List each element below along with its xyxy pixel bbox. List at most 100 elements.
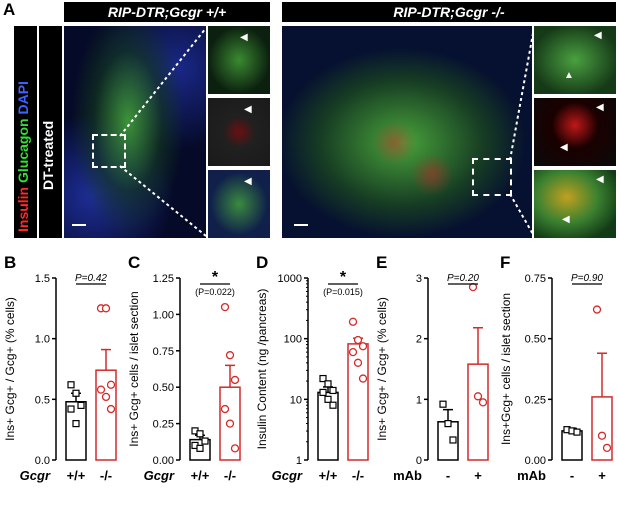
x-category-label: -/- bbox=[352, 468, 364, 483]
arrow-icon: ◀ bbox=[594, 30, 602, 41]
x-category-label: -/- bbox=[100, 468, 112, 483]
data-point bbox=[225, 419, 235, 428]
y-tick-label: 1.5 bbox=[35, 273, 50, 285]
glucagon-label: Glucagon bbox=[15, 118, 31, 183]
scale-bar bbox=[294, 224, 308, 226]
significance-star: * bbox=[212, 269, 219, 286]
data-point bbox=[592, 305, 602, 314]
chart-c: C Ins+ Gcg+ cells / islet section 0.00 0.25… bbox=[127, 253, 241, 483]
data-point bbox=[329, 401, 337, 409]
zoom-lines-knockout bbox=[509, 27, 535, 237]
inset-merge-dapi: ◀ bbox=[208, 170, 270, 238]
y-tick-label: 100 bbox=[284, 334, 302, 346]
inset-merge-ko: ◀ ◀ bbox=[534, 170, 616, 238]
data-point bbox=[77, 401, 85, 409]
y-tick-label: 0.00 bbox=[153, 455, 174, 467]
x-axis-name: mAb bbox=[517, 468, 546, 483]
data-point bbox=[72, 389, 80, 397]
panel-letter: C bbox=[128, 253, 140, 272]
y-tick-label: 0.50 bbox=[525, 334, 546, 346]
arrow-icon: ◀ bbox=[244, 104, 252, 115]
data-point bbox=[348, 317, 358, 326]
data-point bbox=[220, 302, 230, 312]
arrow-icon: ◀ bbox=[596, 174, 604, 185]
y-tick-label: 0.75 bbox=[525, 273, 546, 285]
y-tick-label: 1 bbox=[416, 394, 422, 406]
panel-letter: E bbox=[376, 253, 387, 272]
micrograph-wildtype bbox=[64, 26, 206, 238]
data-point bbox=[106, 404, 116, 414]
y-tick-label: 2 bbox=[416, 334, 422, 346]
y-axis-label: Ins+ Gcg+ cells / islet section bbox=[127, 291, 141, 446]
x-category-label: - bbox=[570, 468, 574, 483]
header-wildtype: RIP-DTR;Gcgr +/+ bbox=[64, 2, 270, 22]
panel-letter: B bbox=[4, 253, 16, 272]
data-point bbox=[101, 304, 111, 313]
y-tick-label: 1000 bbox=[278, 273, 302, 285]
header-knockout: RIP-DTR;Gcgr -/- bbox=[282, 2, 616, 22]
data-point bbox=[353, 335, 363, 345]
p-value-label: (P=0.015) bbox=[323, 287, 363, 297]
data-point bbox=[473, 392, 483, 401]
x-category-label: +/+ bbox=[67, 468, 86, 483]
panel-letter: F bbox=[500, 253, 510, 272]
treatment-label-strip bbox=[39, 26, 62, 238]
y-tick-label: 1.25 bbox=[153, 273, 174, 285]
arrow-icon: ◀ bbox=[560, 142, 568, 153]
data-point bbox=[439, 400, 447, 408]
data-point bbox=[444, 420, 452, 428]
data-point bbox=[319, 374, 327, 383]
p-value-label: P=0.20 bbox=[447, 273, 479, 284]
x-axis-name: Gcgr bbox=[20, 468, 51, 483]
y-tick-label: 0.50 bbox=[153, 382, 174, 394]
panel-a-letter: A bbox=[3, 0, 16, 19]
inset-insulin-red-ko: ◀ ◀ bbox=[534, 98, 616, 166]
data-point bbox=[196, 444, 204, 452]
data-point bbox=[230, 375, 240, 385]
data-point bbox=[468, 282, 478, 292]
significance-star: * bbox=[340, 269, 347, 286]
chart-e: E Ins+ Gcg+ / Gcg+ (% cells) 0 1 2 3 - + mAb P=0.… bbox=[375, 253, 489, 483]
chart-f: F Ins+Gcg+ cells / islet section 0.00 0.25 0… bbox=[499, 253, 613, 483]
y-tick-label: 0.25 bbox=[525, 394, 546, 406]
arrow-icon: ◀ bbox=[240, 32, 248, 43]
data-point bbox=[329, 386, 337, 395]
y-tick-label: 0.75 bbox=[153, 346, 174, 358]
y-tick-label: 1 bbox=[296, 455, 302, 467]
bar bbox=[219, 386, 241, 461]
x-category-label: - bbox=[446, 468, 450, 483]
y-axis-label: Ins+Gcg+ cells / islet section bbox=[499, 293, 513, 445]
bar bbox=[65, 401, 87, 461]
zoom-lines-wildtype bbox=[119, 27, 207, 237]
data-point bbox=[597, 431, 607, 440]
x-category-label: + bbox=[598, 468, 606, 483]
scale-bar bbox=[72, 224, 86, 226]
panel-letter: D bbox=[256, 253, 268, 272]
dapi-label: DAPI bbox=[15, 81, 31, 115]
stain-label-strip bbox=[14, 26, 37, 238]
inset-box-wildtype bbox=[92, 134, 126, 168]
bar bbox=[467, 363, 489, 461]
y-tick-label: 0.0 bbox=[35, 455, 50, 467]
y-tick-label: 1.00 bbox=[153, 309, 174, 321]
inset-merge-green: ◀ bbox=[208, 26, 270, 94]
x-axis-name: mAb bbox=[393, 468, 422, 483]
x-category-label: -/- bbox=[224, 468, 236, 483]
data-point bbox=[225, 351, 235, 360]
treatment-label: DT-treated bbox=[40, 120, 56, 190]
arrow-icon: ◀ bbox=[596, 102, 604, 113]
data-point bbox=[319, 388, 327, 397]
x-axis-name: Gcgr bbox=[144, 468, 175, 483]
chart-b: B Ins+ Gcg+ / Gcg+ (% cells) 0.0 0.5 1.0 1.5 +… bbox=[3, 253, 117, 483]
data-point bbox=[72, 420, 80, 428]
data-point bbox=[67, 381, 75, 389]
data-point bbox=[101, 392, 111, 402]
x-category-label: + bbox=[474, 468, 482, 483]
p-value-label: P=0.42 bbox=[75, 273, 107, 284]
inset-merge-green-ko: ◀ ▲ bbox=[534, 26, 616, 94]
data-point bbox=[106, 380, 116, 389]
y-tick-label: 10 bbox=[290, 394, 302, 406]
data-point bbox=[602, 443, 612, 453]
stain-label-group: Insulin Glucagon DAPI bbox=[15, 81, 31, 232]
x-category-label: +/+ bbox=[319, 468, 338, 483]
